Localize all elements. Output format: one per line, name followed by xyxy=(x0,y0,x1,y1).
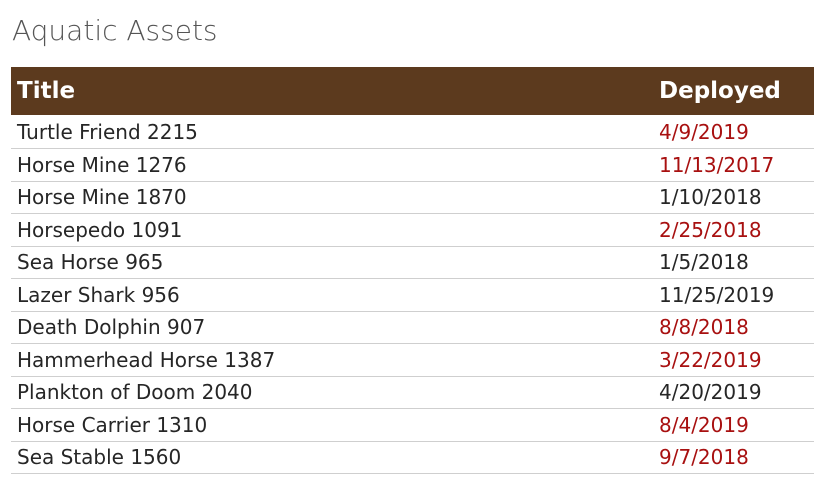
asset-title-cell: Plankton of Doom 2040 xyxy=(17,380,253,405)
asset-title-cell: Lazer Shark 956 xyxy=(17,282,180,307)
asset-title-cell: Horse Mine 1276 xyxy=(17,152,187,177)
column-header-title[interactable]: Title xyxy=(17,78,76,104)
deployed-date-cell: 1/5/2018 xyxy=(659,250,749,275)
table-header: Title Deployed xyxy=(11,67,814,115)
table-row[interactable]: Horse Carrier 1310 8/4/2019 xyxy=(11,409,814,442)
deployed-date-cell: 8/4/2019 xyxy=(659,412,749,437)
table-row[interactable]: Sea Horse 965 1/5/2018 xyxy=(11,247,814,279)
asset-title-cell: Horse Mine 1870 xyxy=(17,185,187,210)
deployed-date-cell: 8/8/2018 xyxy=(659,315,749,340)
asset-title-cell: Sea Horse 965 xyxy=(17,250,164,275)
table-row[interactable]: Horse Mine 1276 11/13/2017 xyxy=(11,149,814,182)
table-row[interactable]: Hammerhead Horse 1387 3/22/2019 xyxy=(11,344,814,377)
deployed-date-cell: 11/13/2017 xyxy=(659,152,775,177)
deployed-date-cell: 4/9/2019 xyxy=(659,119,749,144)
asset-title-cell: Horsepedo 1091 xyxy=(17,217,183,242)
deployed-date-cell: 4/20/2019 xyxy=(659,380,762,405)
deployed-date-cell: 3/22/2019 xyxy=(659,347,762,372)
asset-title-cell: Death Dolphin 907 xyxy=(17,315,206,340)
deployed-date-cell: 1/10/2018 xyxy=(659,185,762,210)
asset-title-cell: Hammerhead Horse 1387 xyxy=(17,347,276,372)
assets-table: Title Deployed Turtle Friend 2215 4/9/201… xyxy=(11,67,814,474)
deployed-date-cell: 9/7/2018 xyxy=(659,445,749,470)
asset-title-cell: Sea Stable 1560 xyxy=(17,445,182,470)
table-row[interactable]: Plankton of Doom 2040 4/20/2019 xyxy=(11,377,814,409)
column-header-deployed[interactable]: Deployed xyxy=(659,78,781,104)
deployed-date-cell: 2/25/2018 xyxy=(659,217,762,242)
asset-title-cell: Horse Carrier 1310 xyxy=(17,412,208,437)
table-row[interactable]: Sea Stable 1560 9/7/2018 xyxy=(11,442,814,474)
deployed-date-cell: 11/25/2019 xyxy=(659,282,775,307)
table-row[interactable]: Horsepedo 1091 2/25/2018 xyxy=(11,214,814,247)
table-row[interactable]: Death Dolphin 907 8/8/2018 xyxy=(11,312,814,344)
table-body: Turtle Friend 2215 4/9/2019 Horse Mine 127… xyxy=(11,115,814,474)
table-row[interactable]: Lazer Shark 956 11/25/2019 xyxy=(11,279,814,312)
table-row[interactable]: Turtle Friend 2215 4/9/2019 xyxy=(11,115,814,149)
table-row[interactable]: Horse Mine 1870 1/10/2018 xyxy=(11,182,814,214)
asset-title-cell: Turtle Friend 2215 xyxy=(17,119,198,144)
page-title: Aquatic Assets xyxy=(12,14,218,47)
